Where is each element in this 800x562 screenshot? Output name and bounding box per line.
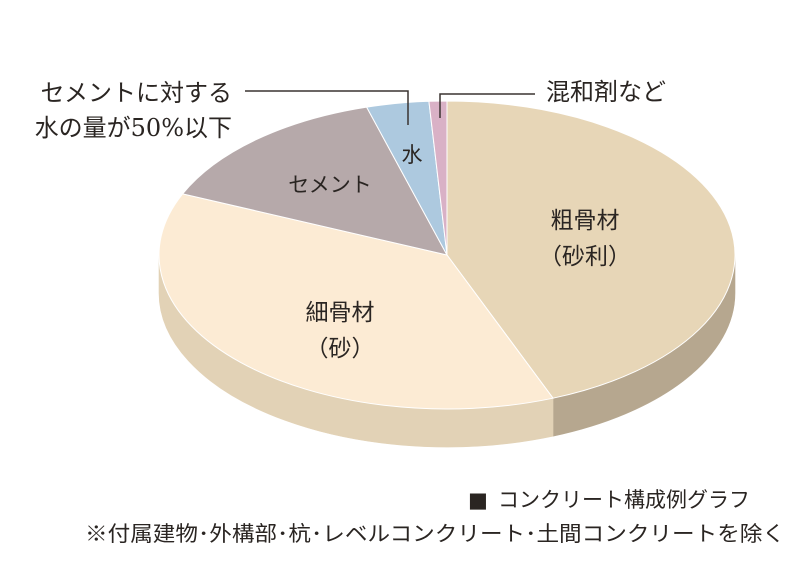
pie-slice-coarse-aggregate <box>446 100 736 399</box>
water-note-line2: 水の量が50%以下 <box>35 114 232 142</box>
pie-slice-admixture <box>428 100 448 256</box>
legend-marker: ■ <box>468 488 488 512</box>
admixture-note: 混和剤など <box>546 78 666 106</box>
pie-slices <box>158 100 736 410</box>
slice-label-fine-aggregate: 細骨材 <box>306 300 375 326</box>
water-note-line1: セメントに対する <box>40 79 232 107</box>
water-note-leader-line <box>245 90 409 125</box>
slice-label-water: 水 <box>402 143 423 167</box>
slice-label-cement: セメント <box>288 173 372 197</box>
pie-slice-fine-aggregate <box>158 193 554 410</box>
slice-label-coarse-aggregate: 粗骨材 <box>551 208 620 234</box>
pie-slice-cement <box>181 106 448 256</box>
slice-sublabel-coarse-aggregate: （砂利） <box>539 244 631 270</box>
slice-sublabel-fine-aggregate: （砂） <box>306 336 375 362</box>
legend-footnote: ※付属建物･外構部･杭･レベルコンクリート･土間コンクリートを除く <box>85 522 785 546</box>
admixture-leader-line <box>439 93 535 118</box>
legend-title: コンクリート構成例グラフ <box>498 488 750 512</box>
